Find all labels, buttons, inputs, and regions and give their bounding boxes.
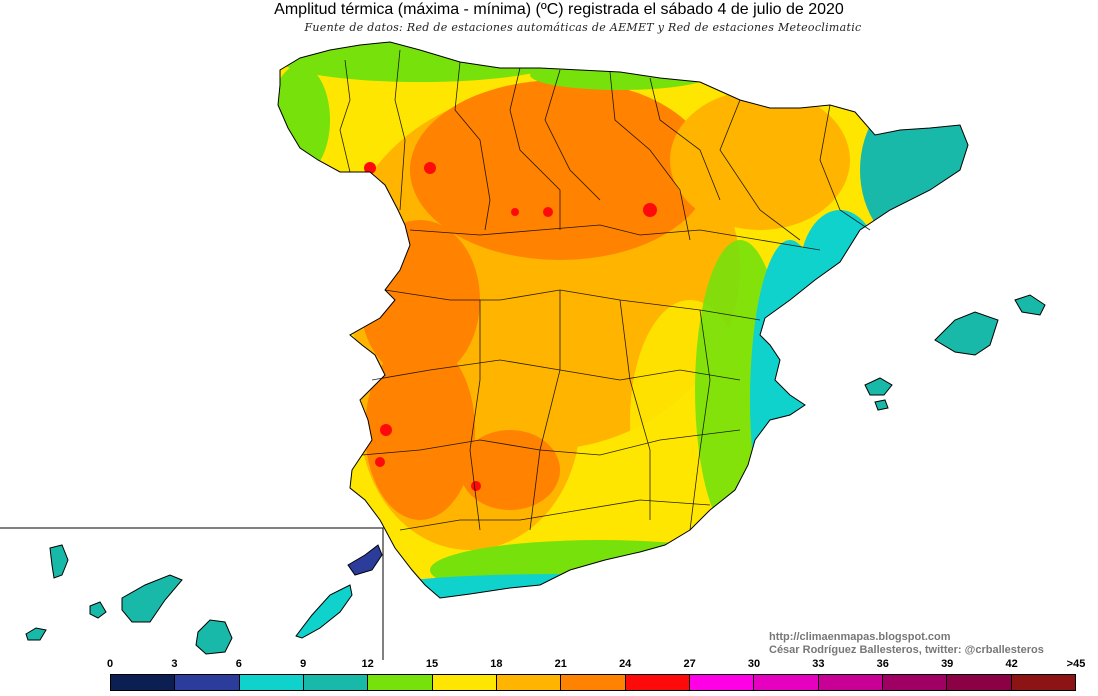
legend-swatch: [689, 675, 755, 690]
legend-swatch: [368, 675, 433, 690]
color-scale-legend: 0 3 6 9 12 15 18 21 24 27 30 33 36 39 42 >45: [0, 658, 1098, 696]
legend-tick-label: 33: [812, 658, 825, 670]
legend-tick-label: 6: [235, 658, 242, 670]
legend-tick-label: 9: [300, 658, 307, 670]
balearic-islands: [864, 294, 1046, 411]
legend-swatch: [947, 675, 1012, 690]
legend-tick-label: 0: [106, 658, 114, 670]
legend-tick-label: 18: [490, 658, 503, 670]
legend-tick-label: 12: [361, 658, 374, 670]
legend-swatch: [561, 675, 626, 690]
legend-swatch: [496, 675, 562, 690]
map-title: Amplitud térmica (máxima - mínima) (ºC) …: [274, 1, 844, 18]
legend-tick-label: 24: [619, 658, 632, 670]
legend-swatch: [754, 675, 819, 690]
legend-tick-label: 42: [1005, 658, 1018, 670]
legend-swatch: [625, 675, 690, 690]
legend-swatch: [432, 675, 497, 690]
legend-swatch: [1011, 675, 1075, 690]
legend-swatch: [882, 675, 948, 690]
legend-color-bar: [110, 674, 1076, 691]
legend-tick-label: 21: [554, 658, 567, 670]
legend-tick-label: 39: [941, 658, 954, 670]
legend-tick-label: 30: [747, 658, 761, 670]
peninsula-map: [277, 41, 969, 599]
legend-tick-label: 27: [683, 658, 696, 670]
legend-swatch: [111, 675, 176, 690]
author-credit: César Rodríguez Ballesteros, twitter: @c…: [769, 644, 1044, 656]
thermal-amplitude-map: [0, 41, 1046, 660]
credits: http://climaenmapas.blogspot.com César R…: [769, 631, 1044, 657]
canary-islands-inset: [0, 527, 384, 660]
legend-tick-label: 15: [425, 658, 439, 670]
legend-swatch: [303, 675, 369, 690]
legend-tick-label: >45: [1066, 658, 1086, 670]
legend-tick-label: 3: [171, 658, 178, 670]
blog-url: http://climaenmapas.blogspot.com: [769, 631, 951, 643]
legend-swatch: [175, 675, 240, 690]
legend-swatch: [239, 675, 304, 690]
map-subtitle: Fuente de datos: Red de estaciones autom…: [304, 21, 862, 34]
legend-tick-label: 36: [876, 658, 889, 670]
legend-swatch: [818, 675, 883, 690]
